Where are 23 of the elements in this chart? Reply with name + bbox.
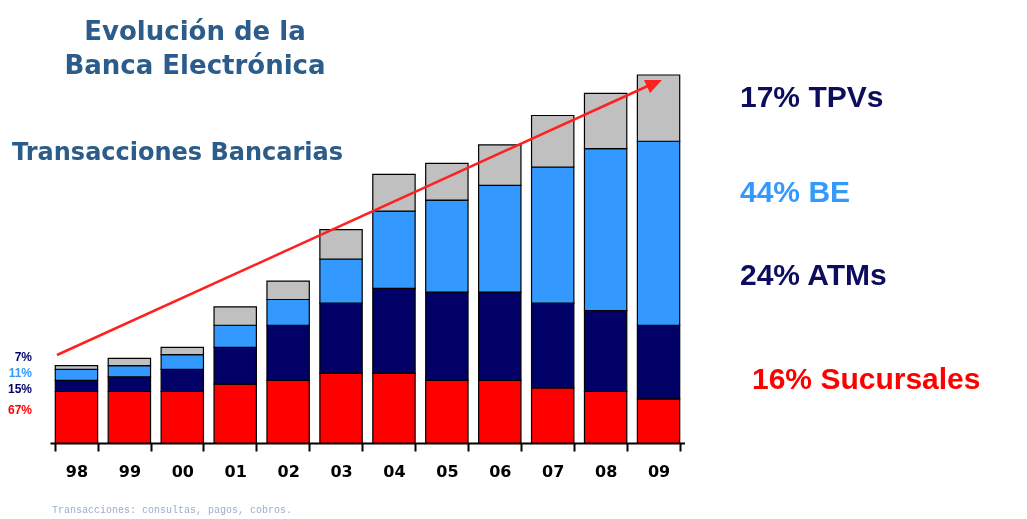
text: 67% bbox=[6, 403, 32, 417]
x-tick-label: 02 bbox=[277, 461, 300, 481]
text: 11% bbox=[7, 366, 32, 380]
x-tick-label: 01 bbox=[224, 461, 247, 481]
x-tick-label: 07 bbox=[542, 461, 565, 481]
text: 7% bbox=[13, 350, 32, 364]
x-tick-label: 09 bbox=[647, 461, 671, 481]
text: Transacciones Bancarias bbox=[12, 138, 344, 166]
chart-title: Evolución de la Banca Electrónica bbox=[63, 15, 327, 82]
x-tick-label: 04 bbox=[383, 461, 406, 481]
text: 17% TPVs bbox=[740, 80, 884, 114]
x-tick-label: 06 bbox=[489, 461, 512, 481]
x-tick-label: 98 bbox=[65, 461, 89, 481]
text: 24% ATMs bbox=[740, 258, 887, 292]
x-tick-label: 05 bbox=[436, 461, 459, 481]
x-tick-label: 99 bbox=[118, 461, 142, 481]
x-tick-label: 00 bbox=[171, 461, 194, 481]
text: 44% BE bbox=[740, 175, 851, 209]
x-tick-label: 08 bbox=[594, 461, 618, 481]
text: Transacciones: consultas, pagos, cobros. bbox=[52, 505, 293, 516]
text: 16% Sucursales bbox=[752, 362, 981, 396]
text: 15% bbox=[6, 382, 32, 396]
x-tick-label: 03 bbox=[330, 461, 353, 481]
